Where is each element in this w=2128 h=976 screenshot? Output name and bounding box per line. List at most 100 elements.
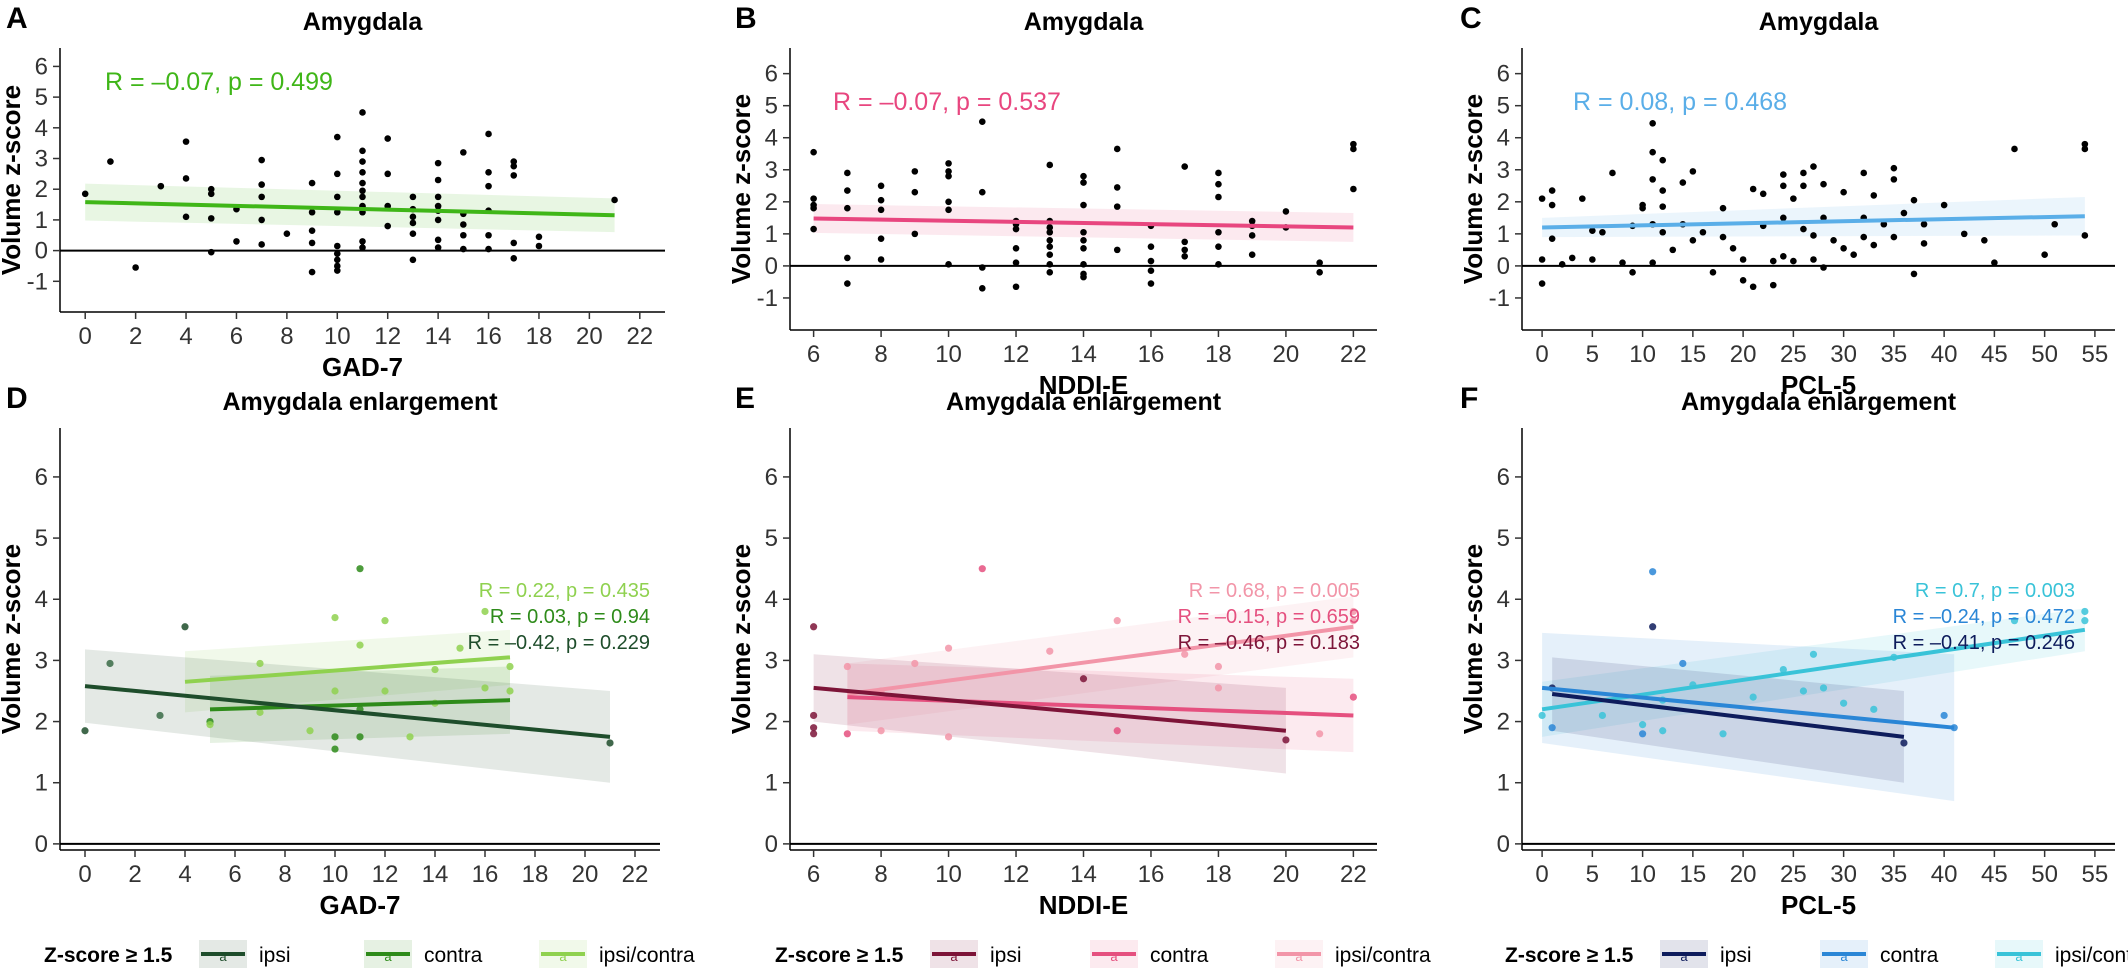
x-tick-label: 5 — [1586, 341, 1599, 368]
y-tick-label: 6 — [765, 464, 778, 491]
data-point — [810, 623, 818, 631]
y-axis-label: Volume z-score — [0, 544, 26, 734]
regression-line — [1541, 685, 1955, 730]
x-tick-label: 16 — [1138, 861, 1165, 888]
x-tick-label: 20 — [1730, 341, 1757, 368]
y-tick-label: 4 — [1497, 125, 1510, 152]
confidence-band — [1542, 197, 2085, 238]
data-point — [1779, 665, 1787, 674]
correlation-annotation: R = 0.03, p = 0.94 — [490, 606, 650, 628]
regression-line — [813, 216, 1354, 230]
y-tick-label: 3 — [35, 146, 48, 173]
data-point — [1046, 647, 1054, 655]
data-point — [1649, 259, 1656, 267]
x-tick-label: 20 — [572, 861, 599, 888]
x-tick-label: 5 — [1586, 861, 1599, 888]
y-tick-label: 5 — [1497, 93, 1510, 120]
x-tick-label: 8 — [874, 341, 887, 368]
data-point — [1639, 721, 1647, 729]
data-point — [1810, 256, 1817, 263]
y-tick-label: 5 — [1497, 525, 1510, 552]
data-point — [1538, 256, 1546, 263]
x-tick-label: 22 — [626, 323, 653, 350]
legend-entry-label: contra — [1880, 944, 1939, 967]
data-point — [1349, 617, 1357, 625]
data-point — [1316, 269, 1323, 276]
y-tick-label: -1 — [1489, 285, 1510, 312]
x-tick-label: 14 — [1070, 341, 1097, 368]
data-point — [460, 245, 467, 253]
data-point — [1679, 659, 1687, 668]
y-tick-label: 5 — [35, 525, 48, 552]
data-point — [506, 687, 514, 695]
data-point — [409, 256, 417, 264]
data-point — [333, 170, 341, 178]
data-point — [485, 169, 492, 176]
data-point — [1181, 163, 1189, 170]
x-tick-label: 16 — [472, 861, 499, 888]
correlation-annotation: R = –0.15, p = 0.659 — [1178, 606, 1360, 628]
y-tick-label: 1 — [765, 770, 778, 797]
confidence-band — [85, 649, 610, 783]
y-tick-label: 1 — [765, 221, 778, 248]
data-point — [1659, 203, 1667, 210]
data-point — [1548, 724, 1556, 732]
data-point — [978, 264, 986, 271]
y-tick-label: 6 — [1497, 464, 1510, 491]
y-tick-label: 3 — [1497, 647, 1510, 674]
panel-letter: D — [6, 382, 28, 415]
data-point — [1689, 236, 1697, 244]
x-tick-label: 14 — [425, 323, 452, 350]
y-axis-label: Volume z-score — [726, 544, 756, 734]
data-point — [1749, 283, 1757, 291]
x-tick-label: 8 — [874, 861, 887, 888]
confidence-band — [1542, 608, 2085, 737]
legend-title: Z-score ≥ 1.5 — [1505, 944, 1634, 967]
data-point — [2081, 617, 2089, 625]
correlation-annotation: R = 0.08, p = 0.468 — [1573, 88, 1787, 116]
data-point — [207, 248, 215, 256]
correlation-annotation: R = –0.24, p = 0.472 — [1893, 606, 2075, 628]
legend: Z-score ≥ 1.5 a ipsi a contra a ipsi/contra — [44, 940, 695, 968]
data-point — [945, 168, 952, 175]
x-tick-label: 20 — [1730, 861, 1757, 888]
data-point — [1548, 187, 1556, 194]
data-point — [1870, 241, 1878, 249]
data-point — [359, 193, 366, 201]
data-point — [283, 230, 291, 238]
x-tick-label: 6 — [228, 861, 241, 888]
data-point — [207, 190, 215, 198]
x-tick-label: 12 — [372, 861, 399, 888]
data-point — [1609, 169, 1616, 177]
data-point — [1820, 264, 1827, 271]
data-point — [2081, 145, 2089, 153]
y-tick-label: 4 — [35, 586, 48, 613]
data-point — [1860, 233, 1868, 241]
data-point — [1719, 233, 1727, 241]
data-point — [1749, 693, 1757, 701]
y-axis-label: Volume z-score — [0, 85, 26, 275]
data-point — [1790, 257, 1797, 265]
data-point — [460, 221, 467, 228]
x-tick-label: 14 — [422, 861, 449, 888]
data-point — [1810, 163, 1817, 170]
y-tick-label: 1 — [35, 207, 48, 234]
data-point — [106, 659, 114, 668]
data-point — [434, 193, 442, 201]
legend-title: Z-score ≥ 1.5 — [775, 944, 904, 967]
data-point — [1538, 195, 1546, 202]
confidence-band — [1552, 657, 1904, 783]
data-point — [1589, 256, 1596, 263]
x-tick-label: 40 — [1931, 341, 1958, 368]
x-tick-label: 45 — [1981, 341, 2008, 368]
data-point — [1910, 196, 1918, 204]
regression-line — [1542, 214, 2085, 230]
data-point — [434, 202, 442, 210]
data-point — [1890, 164, 1898, 172]
legend-glyph: a — [1110, 949, 1118, 964]
data-point — [456, 644, 464, 652]
data-point — [256, 708, 264, 716]
data-point — [1991, 259, 1998, 267]
data-point — [409, 219, 417, 227]
